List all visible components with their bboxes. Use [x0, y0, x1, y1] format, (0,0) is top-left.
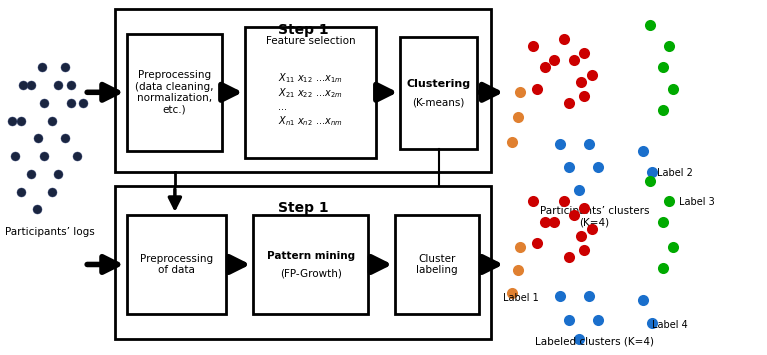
Text: (FP-Growth): (FP-Growth): [280, 268, 341, 278]
Text: Clustering: Clustering: [407, 79, 471, 89]
Text: Label 3: Label 3: [679, 197, 715, 207]
Text: Cluster
labeling: Cluster labeling: [416, 254, 458, 275]
Text: $X_{11}$ $x_{12}$ ...$x_{1m}$
$X_{21}$ $x_{22}$ ...$x_{2m}$
...
$X_{n1}$ $x_{n2}: $X_{11}$ $x_{12}$ ...$x_{1m}$ $X_{21}$ $…: [278, 71, 343, 128]
FancyBboxPatch shape: [115, 186, 491, 339]
Text: Pattern mining: Pattern mining: [267, 251, 354, 261]
Text: Labeled clusters (K=4): Labeled clusters (K=4): [535, 336, 654, 346]
Text: Label 4: Label 4: [652, 320, 688, 330]
Text: Participants’ logs: Participants’ logs: [5, 227, 95, 237]
FancyBboxPatch shape: [400, 37, 477, 149]
Text: (K-means): (K-means): [413, 97, 465, 107]
Text: Step 1: Step 1: [278, 23, 328, 37]
Text: Label 1: Label 1: [503, 293, 539, 303]
FancyBboxPatch shape: [253, 215, 368, 314]
FancyBboxPatch shape: [127, 34, 222, 151]
Text: Step 1: Step 1: [278, 201, 328, 214]
FancyBboxPatch shape: [245, 27, 376, 158]
Text: Preprocessing
(data cleaning,
normalization,
etc.): Preprocessing (data cleaning, normalizat…: [135, 70, 214, 115]
FancyBboxPatch shape: [395, 215, 479, 314]
Text: Preprocessing
of data: Preprocessing of data: [140, 254, 213, 275]
Text: Participants’ clusters
(K=4): Participants’ clusters (K=4): [540, 206, 649, 228]
Text: Label 2: Label 2: [657, 168, 693, 178]
FancyBboxPatch shape: [127, 215, 226, 314]
FancyBboxPatch shape: [115, 9, 491, 172]
Text: Feature selection: Feature selection: [266, 36, 355, 45]
